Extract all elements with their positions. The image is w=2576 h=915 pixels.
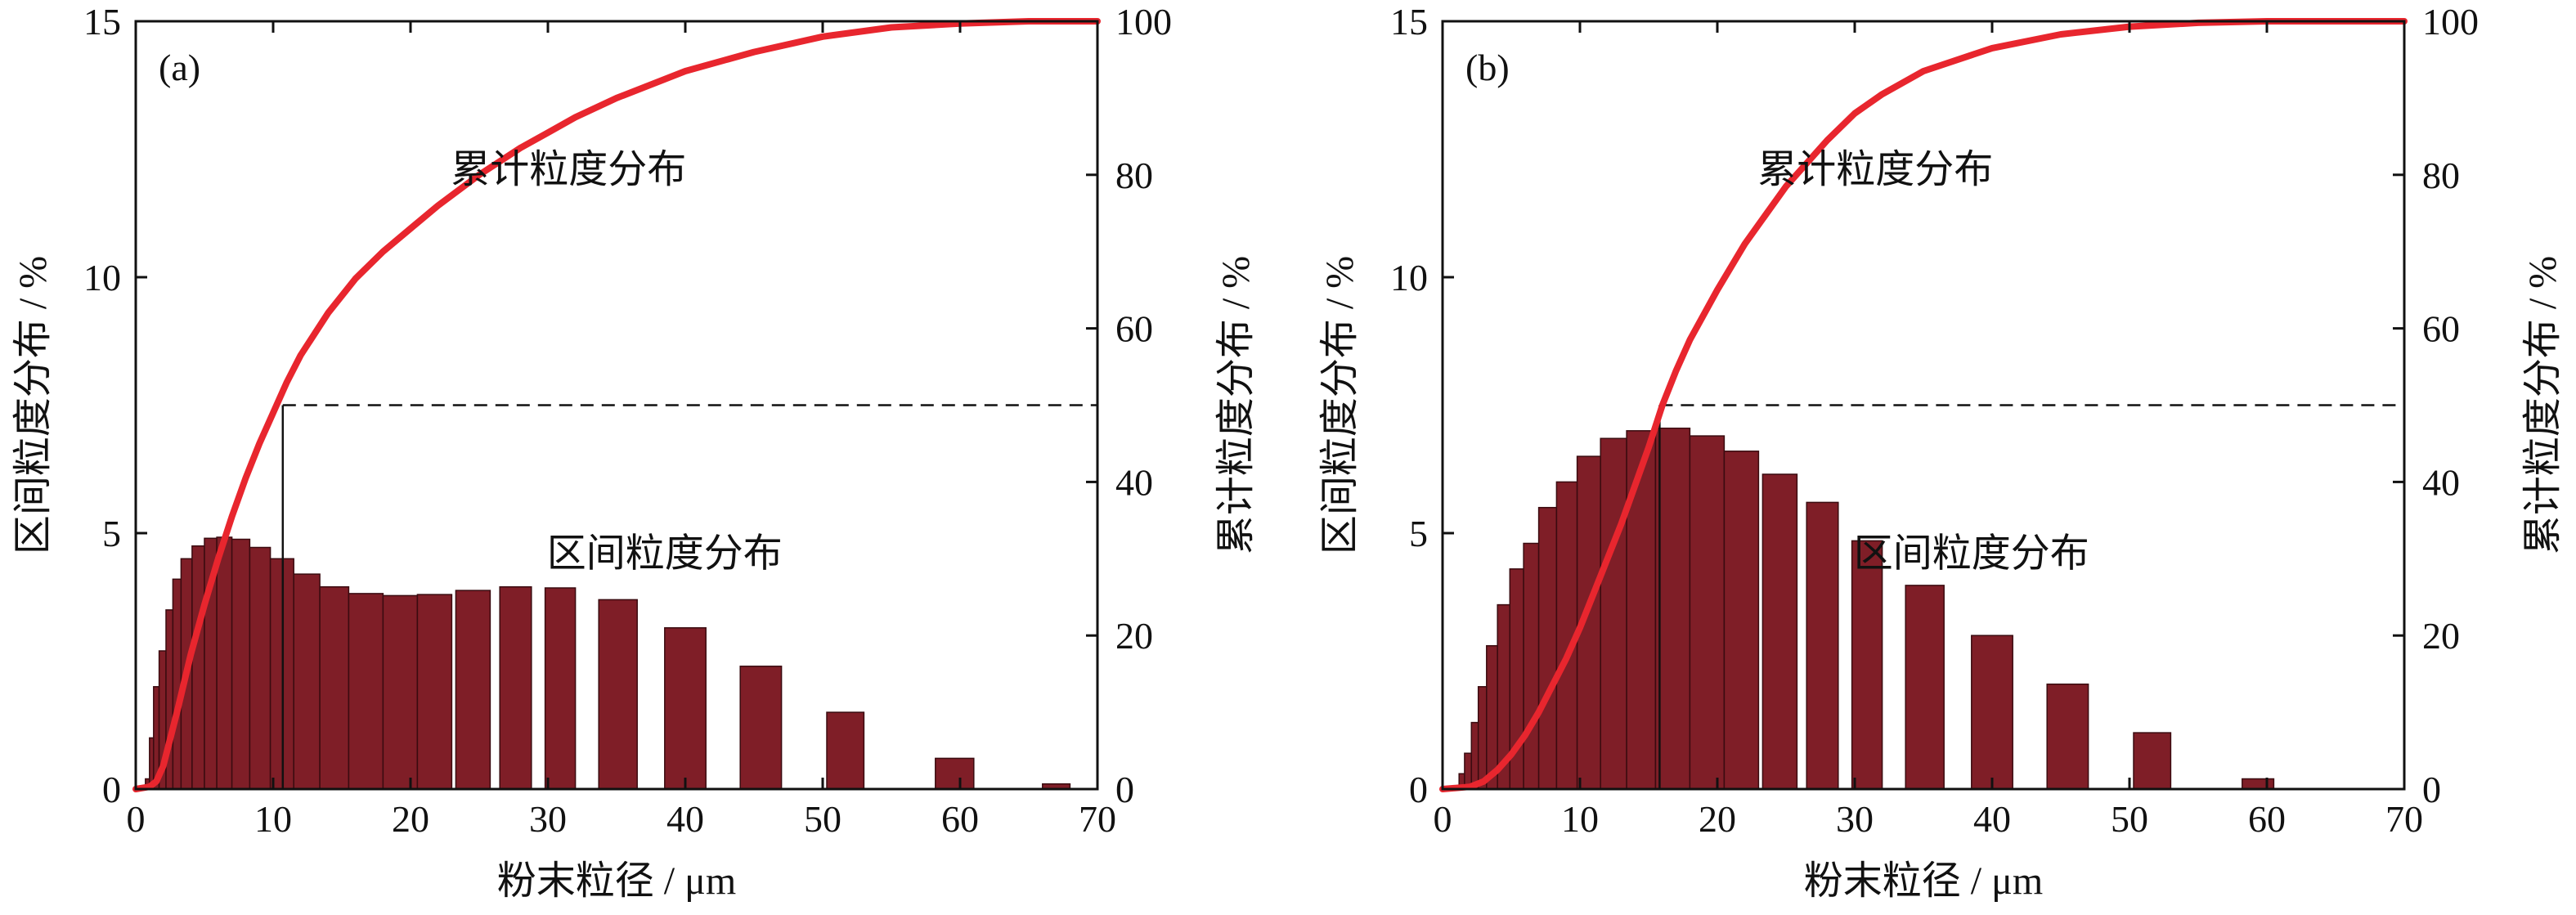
y-tick-label: 5 <box>102 513 121 554</box>
x-tick-label: 40 <box>1973 798 2011 840</box>
bar <box>172 578 182 790</box>
annotation-cumulative: 累计粒度分布 <box>1757 148 1993 191</box>
bar <box>2046 683 2089 790</box>
annotation-interval: 区间粒度分布 <box>547 532 783 576</box>
y2-tick-label: 80 <box>2422 155 2460 196</box>
y2-tick-label: 80 <box>1115 155 1153 196</box>
y2-tick-label: 20 <box>2422 615 2460 657</box>
bar <box>2133 732 2172 790</box>
y2-tick-label: 20 <box>1115 615 1153 657</box>
y2-axis-title: 累计粒度分布 / % <box>1214 256 1258 554</box>
bar <box>739 666 783 790</box>
bar <box>191 545 205 790</box>
panel-label: (b) <box>1465 47 1510 88</box>
interval-bars <box>1458 427 2275 790</box>
y-tick-label: 10 <box>83 257 121 298</box>
bar <box>544 587 577 790</box>
x-tick-label: 60 <box>941 798 979 840</box>
bar <box>231 538 251 790</box>
bar <box>293 573 321 790</box>
bar <box>1523 542 1540 790</box>
bar <box>1600 437 1627 790</box>
y-axis-title: 区间粒度分布 / % <box>11 256 55 554</box>
bar <box>1654 427 1691 790</box>
y-axis-title: 区间粒度分布 / % <box>1318 256 1362 554</box>
bar <box>1806 501 1839 790</box>
bar <box>1470 721 1479 790</box>
y2-tick-label: 100 <box>1115 1 1172 43</box>
x-tick-label: 10 <box>254 798 292 840</box>
y-tick-label: 10 <box>1390 257 1428 298</box>
panel-label: (a) <box>159 47 200 88</box>
y2-tick-label: 40 <box>1115 461 1153 503</box>
x-tick-label: 0 <box>127 798 146 840</box>
x-tick-label: 60 <box>2248 798 2286 840</box>
cumulative-curve <box>132 18 1101 792</box>
bar <box>935 757 975 790</box>
bar <box>348 593 384 790</box>
bar <box>2242 778 2275 790</box>
x-tick-label: 70 <box>1079 798 1116 840</box>
x-tick-label: 50 <box>2111 798 2148 840</box>
x-tick-label: 20 <box>392 798 429 840</box>
bar <box>1477 686 1488 790</box>
y2-tick-label: 0 <box>1115 769 1134 810</box>
x-tick-label: 30 <box>529 798 567 840</box>
y2-tick-label: 40 <box>2422 461 2460 503</box>
plot-frame <box>134 20 1099 791</box>
x-tick-label: 0 <box>1434 798 1452 840</box>
bar <box>249 546 272 790</box>
y-tick-label: 15 <box>83 1 121 43</box>
bar <box>826 711 865 790</box>
bar <box>664 627 707 790</box>
bar <box>416 594 453 790</box>
x-tick-label: 70 <box>2385 798 2423 840</box>
y-tick-label: 0 <box>102 769 121 810</box>
cumulative-curve <box>1439 18 2408 792</box>
x-axis-title: 粉末粒径 / μm <box>1804 859 2043 903</box>
bar <box>1971 635 2013 790</box>
bar <box>1689 435 1726 790</box>
bar <box>319 585 350 790</box>
bar <box>1851 540 1883 790</box>
bar <box>1761 473 1798 790</box>
y2-tick-label: 100 <box>2422 1 2479 43</box>
bar <box>216 536 233 790</box>
x-tick-label: 10 <box>1561 798 1599 840</box>
y2-tick-label: 60 <box>1115 308 1153 350</box>
plot-frame <box>1441 20 2406 791</box>
bar <box>382 594 419 790</box>
y-tick-label: 0 <box>1409 769 1428 810</box>
y-tick-label: 15 <box>1390 1 1428 43</box>
y2-tick-label: 60 <box>2422 308 2460 350</box>
y-tick-label: 5 <box>1409 513 1428 554</box>
y2-tick-label: 0 <box>2422 769 2441 810</box>
annotation-cumulative: 累计粒度分布 <box>451 148 686 191</box>
x-tick-label: 40 <box>666 798 704 840</box>
bar <box>598 599 638 790</box>
bar <box>1723 451 1760 790</box>
bar <box>1626 430 1657 790</box>
bar <box>455 590 491 790</box>
x-tick-label: 20 <box>1699 798 1736 840</box>
x-axis-title: 粉末粒径 / μm <box>497 859 736 903</box>
y2-axis-title: 累计粒度分布 / % <box>2521 256 2565 554</box>
x-tick-label: 30 <box>1836 798 1874 840</box>
bar <box>499 585 532 790</box>
x-tick-label: 50 <box>804 798 841 840</box>
bar <box>1537 506 1558 790</box>
bar <box>1905 585 1945 790</box>
annotation-interval: 区间粒度分布 <box>1854 532 2089 576</box>
